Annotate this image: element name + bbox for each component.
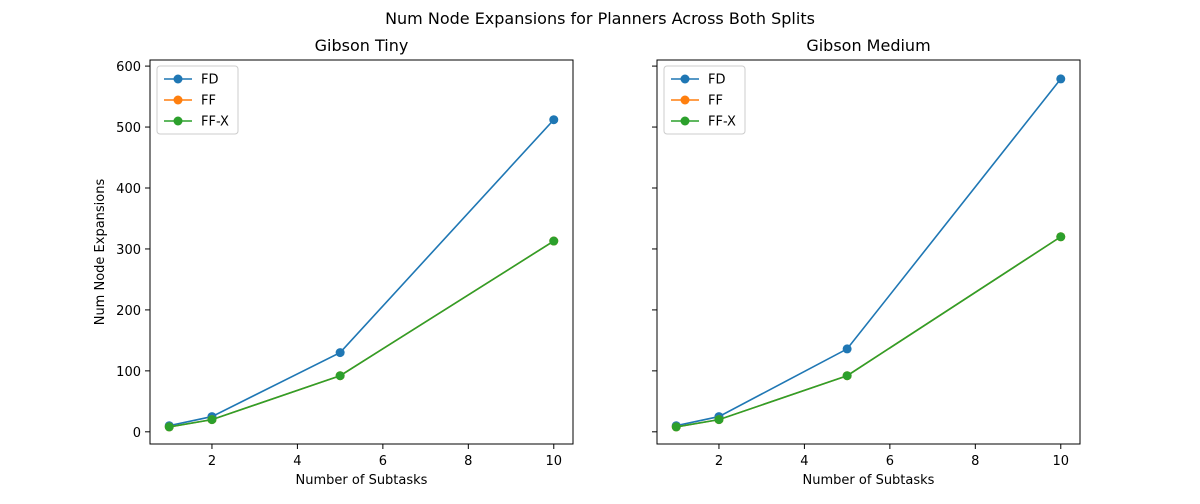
- data-point-ff-x: [1056, 232, 1066, 242]
- x-tick-label: 4: [800, 454, 808, 469]
- series-line-ff-x: [169, 240, 555, 428]
- y-tick-label: 600: [116, 60, 141, 75]
- figure-suptitle: Num Node Expansions for Planners Across …: [385, 9, 815, 28]
- x-tick-label: 6: [886, 454, 894, 469]
- legend-label-ff: FF: [708, 94, 723, 109]
- x-tick-label: 8: [971, 454, 979, 469]
- legend-label-ff: FF: [201, 94, 216, 109]
- data-point-ff-x: [549, 236, 559, 246]
- x-tick-label: 2: [208, 454, 216, 469]
- y-tick-label: 300: [116, 243, 141, 258]
- y-tick-label: 200: [116, 304, 141, 319]
- legend-marker-fd: [680, 74, 690, 84]
- legend-marker-ff-x: [680, 116, 690, 126]
- legend-marker-ff-x: [173, 116, 183, 126]
- data-point-ff-x: [842, 371, 852, 381]
- x-tick-label: 10: [1052, 454, 1069, 469]
- y-axis-label: Num Node Expansions: [93, 179, 108, 326]
- y-tick-label: 100: [116, 365, 141, 380]
- data-point-ff-x: [207, 415, 217, 425]
- axes-frame: [656, 59, 1081, 445]
- series-line-ff: [169, 240, 555, 428]
- y-tick-label: 400: [116, 182, 141, 197]
- legend-label-fd: FD: [708, 73, 726, 88]
- subplot-title: Gibson Tiny: [315, 36, 409, 55]
- x-tick-label: 10: [545, 454, 562, 469]
- x-tick-label: 6: [379, 454, 387, 469]
- legend: FD FF FF-X: [156, 65, 239, 135]
- series-line-ff: [676, 236, 1062, 428]
- legend-marker-ff: [173, 95, 183, 105]
- x-tick-label: 2: [715, 454, 723, 469]
- x-tick-label: 4: [293, 454, 301, 469]
- data-point-ff-x: [335, 371, 345, 381]
- y-tick-label: 0: [133, 426, 141, 441]
- y-tick-label: 500: [116, 121, 141, 136]
- legend-marker-ff: [680, 95, 690, 105]
- data-point-ff-x: [714, 415, 724, 425]
- series-line-ff-x: [676, 236, 1062, 428]
- x-axis-label: Number of Subtasks: [296, 473, 428, 488]
- legend-label-fd: FD: [201, 73, 219, 88]
- x-tick-label: 8: [464, 454, 472, 469]
- data-point-fd: [1056, 74, 1066, 84]
- data-point-fd: [335, 348, 345, 358]
- series-line-fd: [169, 119, 555, 427]
- data-point-ff-x: [164, 422, 174, 432]
- legend-label-ff-x: FF-X: [201, 115, 229, 130]
- series-line-fd: [676, 78, 1062, 427]
- data-point-fd: [549, 115, 559, 125]
- data-point-ff-x: [671, 422, 681, 432]
- legend-marker-fd: [173, 74, 183, 84]
- data-point-fd: [842, 344, 852, 354]
- legend-label-ff-x: FF-X: [708, 115, 736, 130]
- x-axis-label: Number of Subtasks: [803, 473, 935, 488]
- axes-frame: [149, 59, 574, 445]
- legend: FD FF FF-X: [663, 65, 746, 135]
- subplot-title: Gibson Medium: [806, 36, 930, 55]
